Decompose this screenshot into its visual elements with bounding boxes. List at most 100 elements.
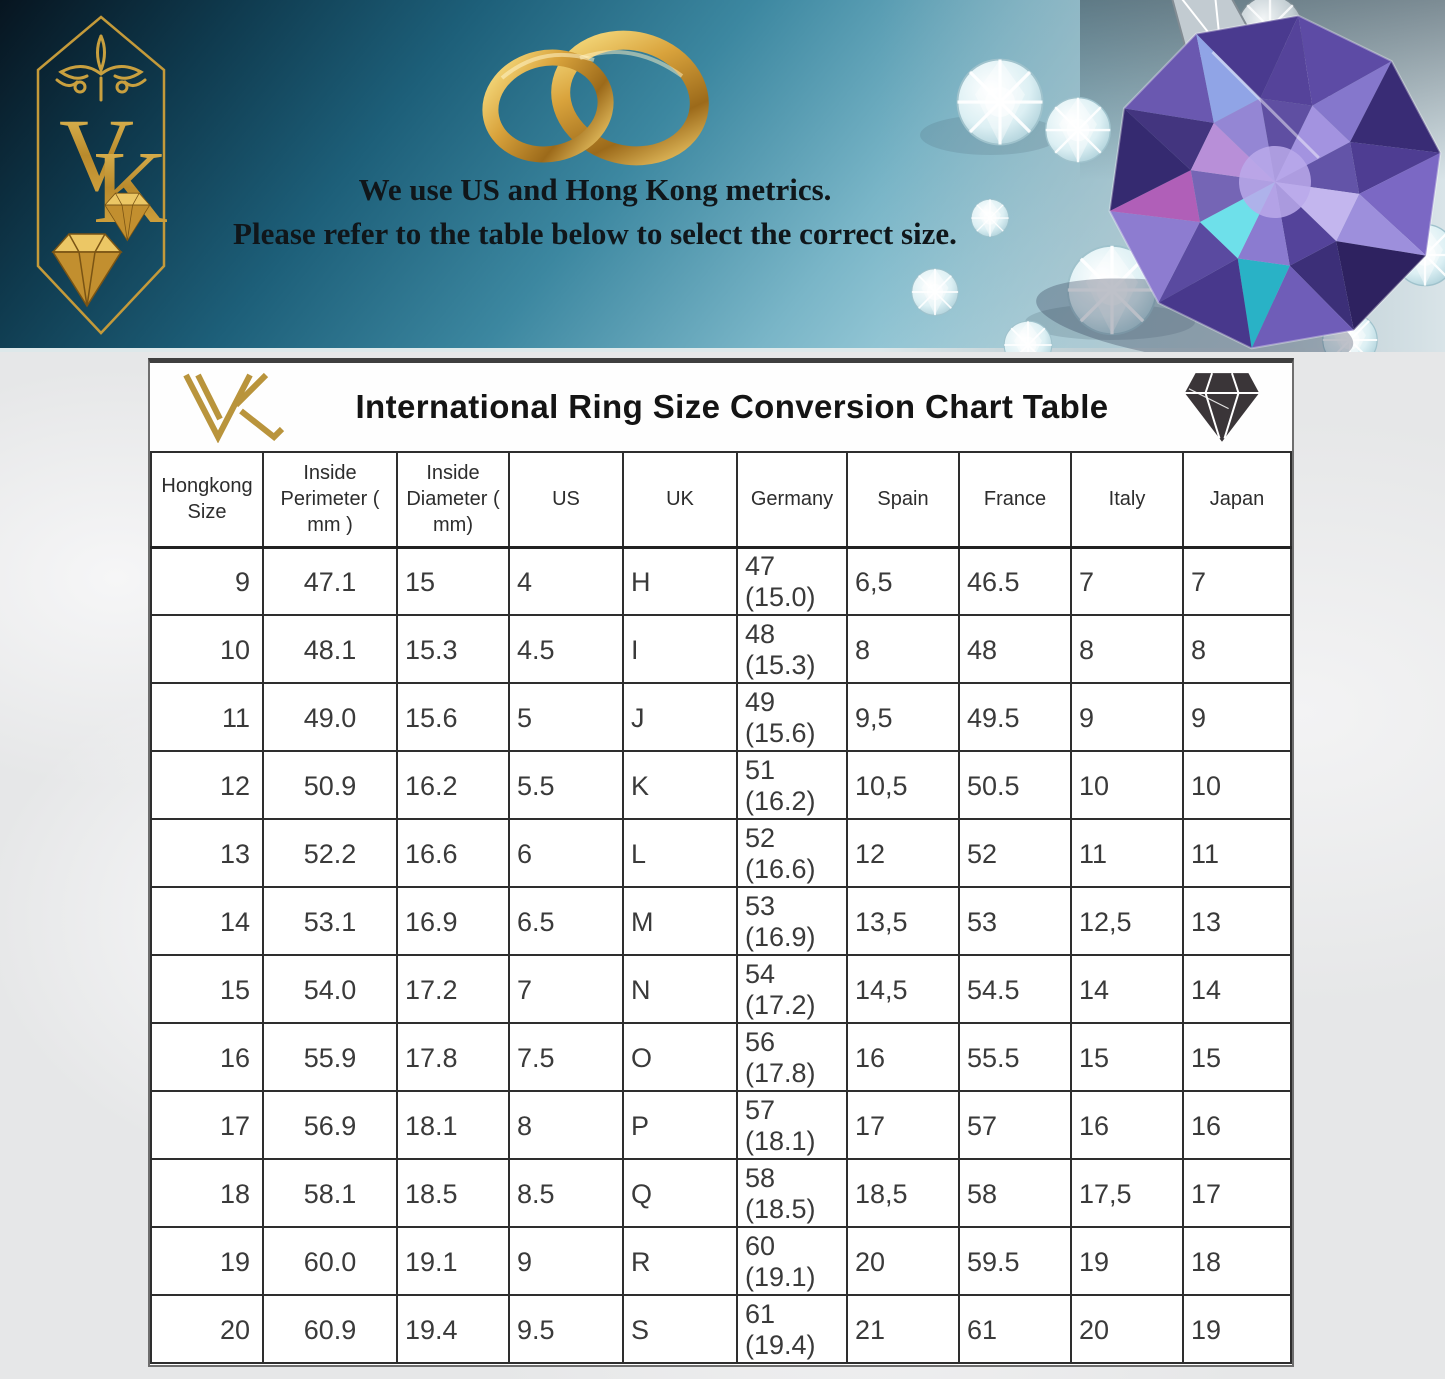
column-header: Inside Perimeter ( mm )	[262, 451, 398, 548]
table-cell: 16.2	[396, 750, 510, 820]
table-cell: 16	[846, 1022, 960, 1092]
table-row: 20 60.9 19.4 9.5 S 61 (19.4) 21 61 20 19	[150, 1294, 1292, 1364]
table-cell: 49 (15.6)	[736, 682, 848, 752]
table-cell: 17	[1182, 1158, 1292, 1228]
table-cell: M	[622, 886, 738, 956]
banner: V K	[0, 0, 1445, 352]
table-cell: 10	[1182, 750, 1292, 820]
table-cell: 60.0	[262, 1226, 398, 1296]
table-cell: 56 (17.8)	[736, 1022, 848, 1092]
table-cell: 18	[1182, 1226, 1292, 1296]
table-cell: 46.5	[958, 546, 1072, 616]
table-cell: 52 (16.6)	[736, 818, 848, 888]
table-cell: 20	[150, 1294, 264, 1364]
table-cell: 17,5	[1070, 1158, 1184, 1228]
table-cell: 47.1	[262, 546, 398, 616]
table-cell: 18.5	[396, 1158, 510, 1228]
table-row: 16 55.9 17.8 7.5 O 56 (17.8) 16 55.5 15 15	[150, 1022, 1292, 1092]
gold-rings-icon	[482, 30, 709, 166]
table-cell: 53.1	[262, 886, 398, 956]
caption-line-1: We use US and Hong Kong metrics.	[358, 172, 832, 207]
table-cell: 18.1	[396, 1090, 510, 1160]
table-cell: 15	[396, 546, 510, 616]
table-cell: P	[622, 1090, 738, 1160]
table-cell: 9	[508, 1226, 624, 1296]
table-cell: 12	[150, 750, 264, 820]
black-diamond-icon	[1184, 372, 1260, 442]
chart-title: International Ring Size Conversion Chart…	[355, 388, 1109, 425]
table-cell: 15.6	[396, 682, 510, 752]
table-cell: 49.5	[958, 682, 1072, 752]
table-cell: 13,5	[846, 886, 960, 956]
table-cell: H	[622, 546, 738, 616]
table-row: 11 49.0 15.6 5 J 49 (15.6) 9,5 49.5 9 9	[150, 682, 1292, 752]
table-cell: I	[622, 614, 738, 684]
table-cell: 19	[150, 1226, 264, 1296]
table-cell: S	[622, 1294, 738, 1364]
table-cell: 61	[958, 1294, 1072, 1364]
table-cell: 57	[958, 1090, 1072, 1160]
table-cell: 51 (16.2)	[736, 750, 848, 820]
table-cell: 8	[1182, 614, 1292, 684]
table-cell: 57 (18.1)	[736, 1090, 848, 1160]
diamond-photo	[880, 0, 1445, 352]
column-header: Italy	[1070, 451, 1184, 548]
table-cell: 16.9	[396, 886, 510, 956]
table-cell: 54 (17.2)	[736, 954, 848, 1024]
column-header: Inside Diameter ( mm)	[396, 451, 510, 548]
table-cell: 14,5	[846, 954, 960, 1024]
table-cell: 13	[150, 818, 264, 888]
table-cell: 8	[508, 1090, 624, 1160]
table-cell: R	[622, 1226, 738, 1296]
table-row: 12 50.9 16.2 5.5 K 51 (16.2) 10,5 50.5 10 10	[150, 750, 1292, 820]
table-cell: 50.9	[262, 750, 398, 820]
table-cell: 47 (15.0)	[736, 546, 848, 616]
table-body: 9 47.1 15 4 H 47 (15.0) 6,5 46.5 7 7 10 48.1 15.3 4.5…	[150, 546, 1292, 1364]
table-cell: 20	[1070, 1294, 1184, 1364]
table-cell: 7	[1070, 546, 1184, 616]
table-cell: 21	[846, 1294, 960, 1364]
table-cell: 48	[958, 614, 1072, 684]
content-area: International Ring Size Conversion Chart…	[0, 352, 1445, 1379]
table-cell: 19	[1182, 1294, 1292, 1364]
caption-line-2: Please refer to the table below to selec…	[233, 216, 957, 251]
table-cell: 17.2	[396, 954, 510, 1024]
table-cell: 48 (15.3)	[736, 614, 848, 684]
table-cell: 50.5	[958, 750, 1072, 820]
table-cell: 58 (18.5)	[736, 1158, 848, 1228]
table-cell: 52	[958, 818, 1072, 888]
table-cell: 5.5	[508, 750, 624, 820]
table-cell: 15.3	[396, 614, 510, 684]
table-cell: 14	[1182, 954, 1292, 1024]
column-header: Japan	[1182, 451, 1292, 548]
table-cell: 60 (19.1)	[736, 1226, 848, 1296]
table-cell: K	[622, 750, 738, 820]
table-cell: 10	[1070, 750, 1184, 820]
vk-hexagon-badge-icon: V K	[36, 15, 167, 335]
table-cell: 19	[1070, 1226, 1184, 1296]
column-header: Hongkong Size	[150, 451, 264, 548]
table-cell: 58.1	[262, 1158, 398, 1228]
table-cell: 18	[150, 1158, 264, 1228]
table-cell: 11	[1070, 818, 1184, 888]
table-cell: 16	[1182, 1090, 1292, 1160]
table-row: 14 53.1 16.9 6.5 M 53 (16.9) 13,5 53 12,5 13	[150, 886, 1292, 956]
column-header: Spain	[846, 451, 960, 548]
table-cell: 15	[1070, 1022, 1184, 1092]
table-row: 13 52.2 16.6 6 L 52 (16.6) 12 52 11 11	[150, 818, 1292, 888]
table-cell: 10	[150, 614, 264, 684]
table-cell: 15	[1182, 1022, 1292, 1092]
table-cell: 48.1	[262, 614, 398, 684]
table-cell: 15	[150, 954, 264, 1024]
table-cell: 19.1	[396, 1226, 510, 1296]
table-cell: 6	[508, 818, 624, 888]
table-cell: 16	[1070, 1090, 1184, 1160]
table-cell: 20	[846, 1226, 960, 1296]
table-cell: 9	[150, 546, 264, 616]
table-cell: 58	[958, 1158, 1072, 1228]
table-cell: 16	[150, 1022, 264, 1092]
table-cell: 8.5	[508, 1158, 624, 1228]
table-cell: 61 (19.4)	[736, 1294, 848, 1364]
table-cell: N	[622, 954, 738, 1024]
